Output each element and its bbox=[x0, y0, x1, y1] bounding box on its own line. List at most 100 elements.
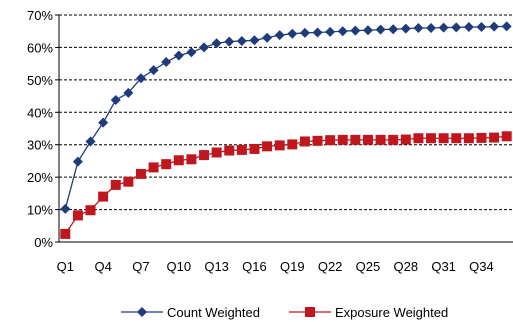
data-point bbox=[451, 133, 462, 144]
data-point bbox=[123, 176, 134, 187]
data-point bbox=[262, 32, 273, 43]
data-point bbox=[211, 147, 222, 158]
x-tick-label: Q22 bbox=[318, 259, 343, 274]
y-tick-label: 20% bbox=[27, 170, 53, 185]
data-point bbox=[426, 133, 437, 144]
data-point bbox=[224, 145, 235, 156]
data-point bbox=[388, 24, 399, 35]
legend: Count Weighted Exposure Weighted bbox=[121, 305, 448, 320]
x-tick-label: Q28 bbox=[394, 259, 419, 274]
data-point bbox=[98, 117, 109, 128]
data-point bbox=[135, 73, 146, 84]
data-point bbox=[463, 21, 474, 32]
legend-marker bbox=[305, 307, 315, 317]
data-point bbox=[312, 135, 323, 146]
series-count-weighted bbox=[60, 21, 512, 214]
data-point bbox=[236, 35, 247, 46]
legend-marker bbox=[137, 307, 147, 317]
data-point bbox=[362, 134, 373, 145]
data-point bbox=[375, 24, 386, 35]
x-tick-label: Q4 bbox=[94, 259, 111, 274]
data-point bbox=[85, 205, 96, 216]
data-point bbox=[489, 21, 500, 32]
x-tick-label: Q25 bbox=[356, 259, 381, 274]
x-tick-label: Q16 bbox=[242, 259, 267, 274]
data-point bbox=[72, 156, 83, 167]
data-point bbox=[375, 134, 386, 145]
x-tick-label: Q34 bbox=[469, 259, 494, 274]
data-point bbox=[148, 65, 159, 76]
series-group bbox=[60, 21, 512, 239]
data-point bbox=[249, 143, 260, 154]
data-point bbox=[85, 136, 96, 147]
data-point bbox=[438, 133, 449, 144]
data-point bbox=[161, 159, 172, 170]
legend-label: Count Weighted bbox=[167, 305, 260, 320]
x-tick-label: Q1 bbox=[57, 259, 74, 274]
y-tick-label: 30% bbox=[27, 138, 53, 153]
data-point bbox=[186, 154, 197, 165]
data-point bbox=[438, 22, 449, 33]
legend-item: Count Weighted bbox=[121, 305, 260, 320]
data-point bbox=[173, 50, 184, 61]
data-point bbox=[337, 134, 348, 145]
data-point bbox=[400, 134, 411, 145]
data-point bbox=[489, 132, 500, 143]
x-tick-label: Q7 bbox=[132, 259, 149, 274]
data-point bbox=[274, 30, 285, 41]
x-axis-tick-labels: Q1 Q4 Q7 Q10 Q13 Q16 Q19 Q22 Q25 Q28 Q31 Q34 bbox=[57, 259, 494, 274]
axes bbox=[55, 14, 513, 243]
data-point bbox=[72, 210, 83, 221]
data-point bbox=[325, 26, 336, 37]
data-point bbox=[476, 21, 487, 32]
data-point bbox=[463, 133, 474, 144]
data-point bbox=[110, 94, 121, 105]
data-point bbox=[274, 140, 285, 151]
data-point bbox=[287, 28, 298, 39]
y-axis-tick-labels: 0% 10% 20% 30% 40% 50% 60% 70% bbox=[27, 8, 53, 250]
data-point bbox=[173, 155, 184, 166]
data-point bbox=[211, 38, 222, 49]
legend-label: Exposure Weighted bbox=[335, 305, 448, 320]
data-point bbox=[400, 23, 411, 34]
data-point bbox=[148, 162, 159, 173]
data-point bbox=[337, 26, 348, 37]
data-point bbox=[413, 133, 424, 144]
x-tick-label: Q31 bbox=[431, 259, 456, 274]
data-point bbox=[236, 144, 247, 155]
data-point bbox=[299, 136, 310, 147]
legend-item: Exposure Weighted bbox=[289, 305, 448, 320]
data-point bbox=[60, 203, 71, 214]
y-tick-label: 40% bbox=[27, 105, 53, 120]
data-point bbox=[362, 25, 373, 36]
data-point bbox=[110, 179, 121, 190]
y-tick-label: 0% bbox=[34, 235, 53, 250]
data-point bbox=[299, 27, 310, 38]
data-point bbox=[350, 134, 361, 145]
data-point bbox=[262, 141, 273, 152]
data-point bbox=[476, 132, 487, 143]
x-tick-label: Q10 bbox=[167, 259, 192, 274]
y-tick-label: 10% bbox=[27, 203, 53, 218]
data-point bbox=[312, 27, 323, 38]
data-point bbox=[186, 47, 197, 58]
data-point bbox=[224, 36, 235, 47]
series-exposure-weighted bbox=[60, 131, 512, 239]
data-point bbox=[388, 134, 399, 145]
y-tick-label: 50% bbox=[27, 73, 53, 88]
data-point bbox=[325, 135, 336, 146]
data-point bbox=[350, 25, 361, 36]
x-tick-label: Q13 bbox=[204, 259, 229, 274]
data-point bbox=[135, 168, 146, 179]
data-point bbox=[426, 22, 437, 33]
data-point bbox=[98, 191, 109, 202]
y-tick-label: 60% bbox=[27, 40, 53, 55]
data-point bbox=[249, 35, 260, 46]
data-point bbox=[161, 57, 172, 68]
data-point bbox=[451, 22, 462, 33]
data-point bbox=[413, 22, 424, 33]
data-point bbox=[287, 139, 298, 150]
x-tick-label: Q19 bbox=[280, 259, 305, 274]
data-point bbox=[501, 21, 512, 32]
